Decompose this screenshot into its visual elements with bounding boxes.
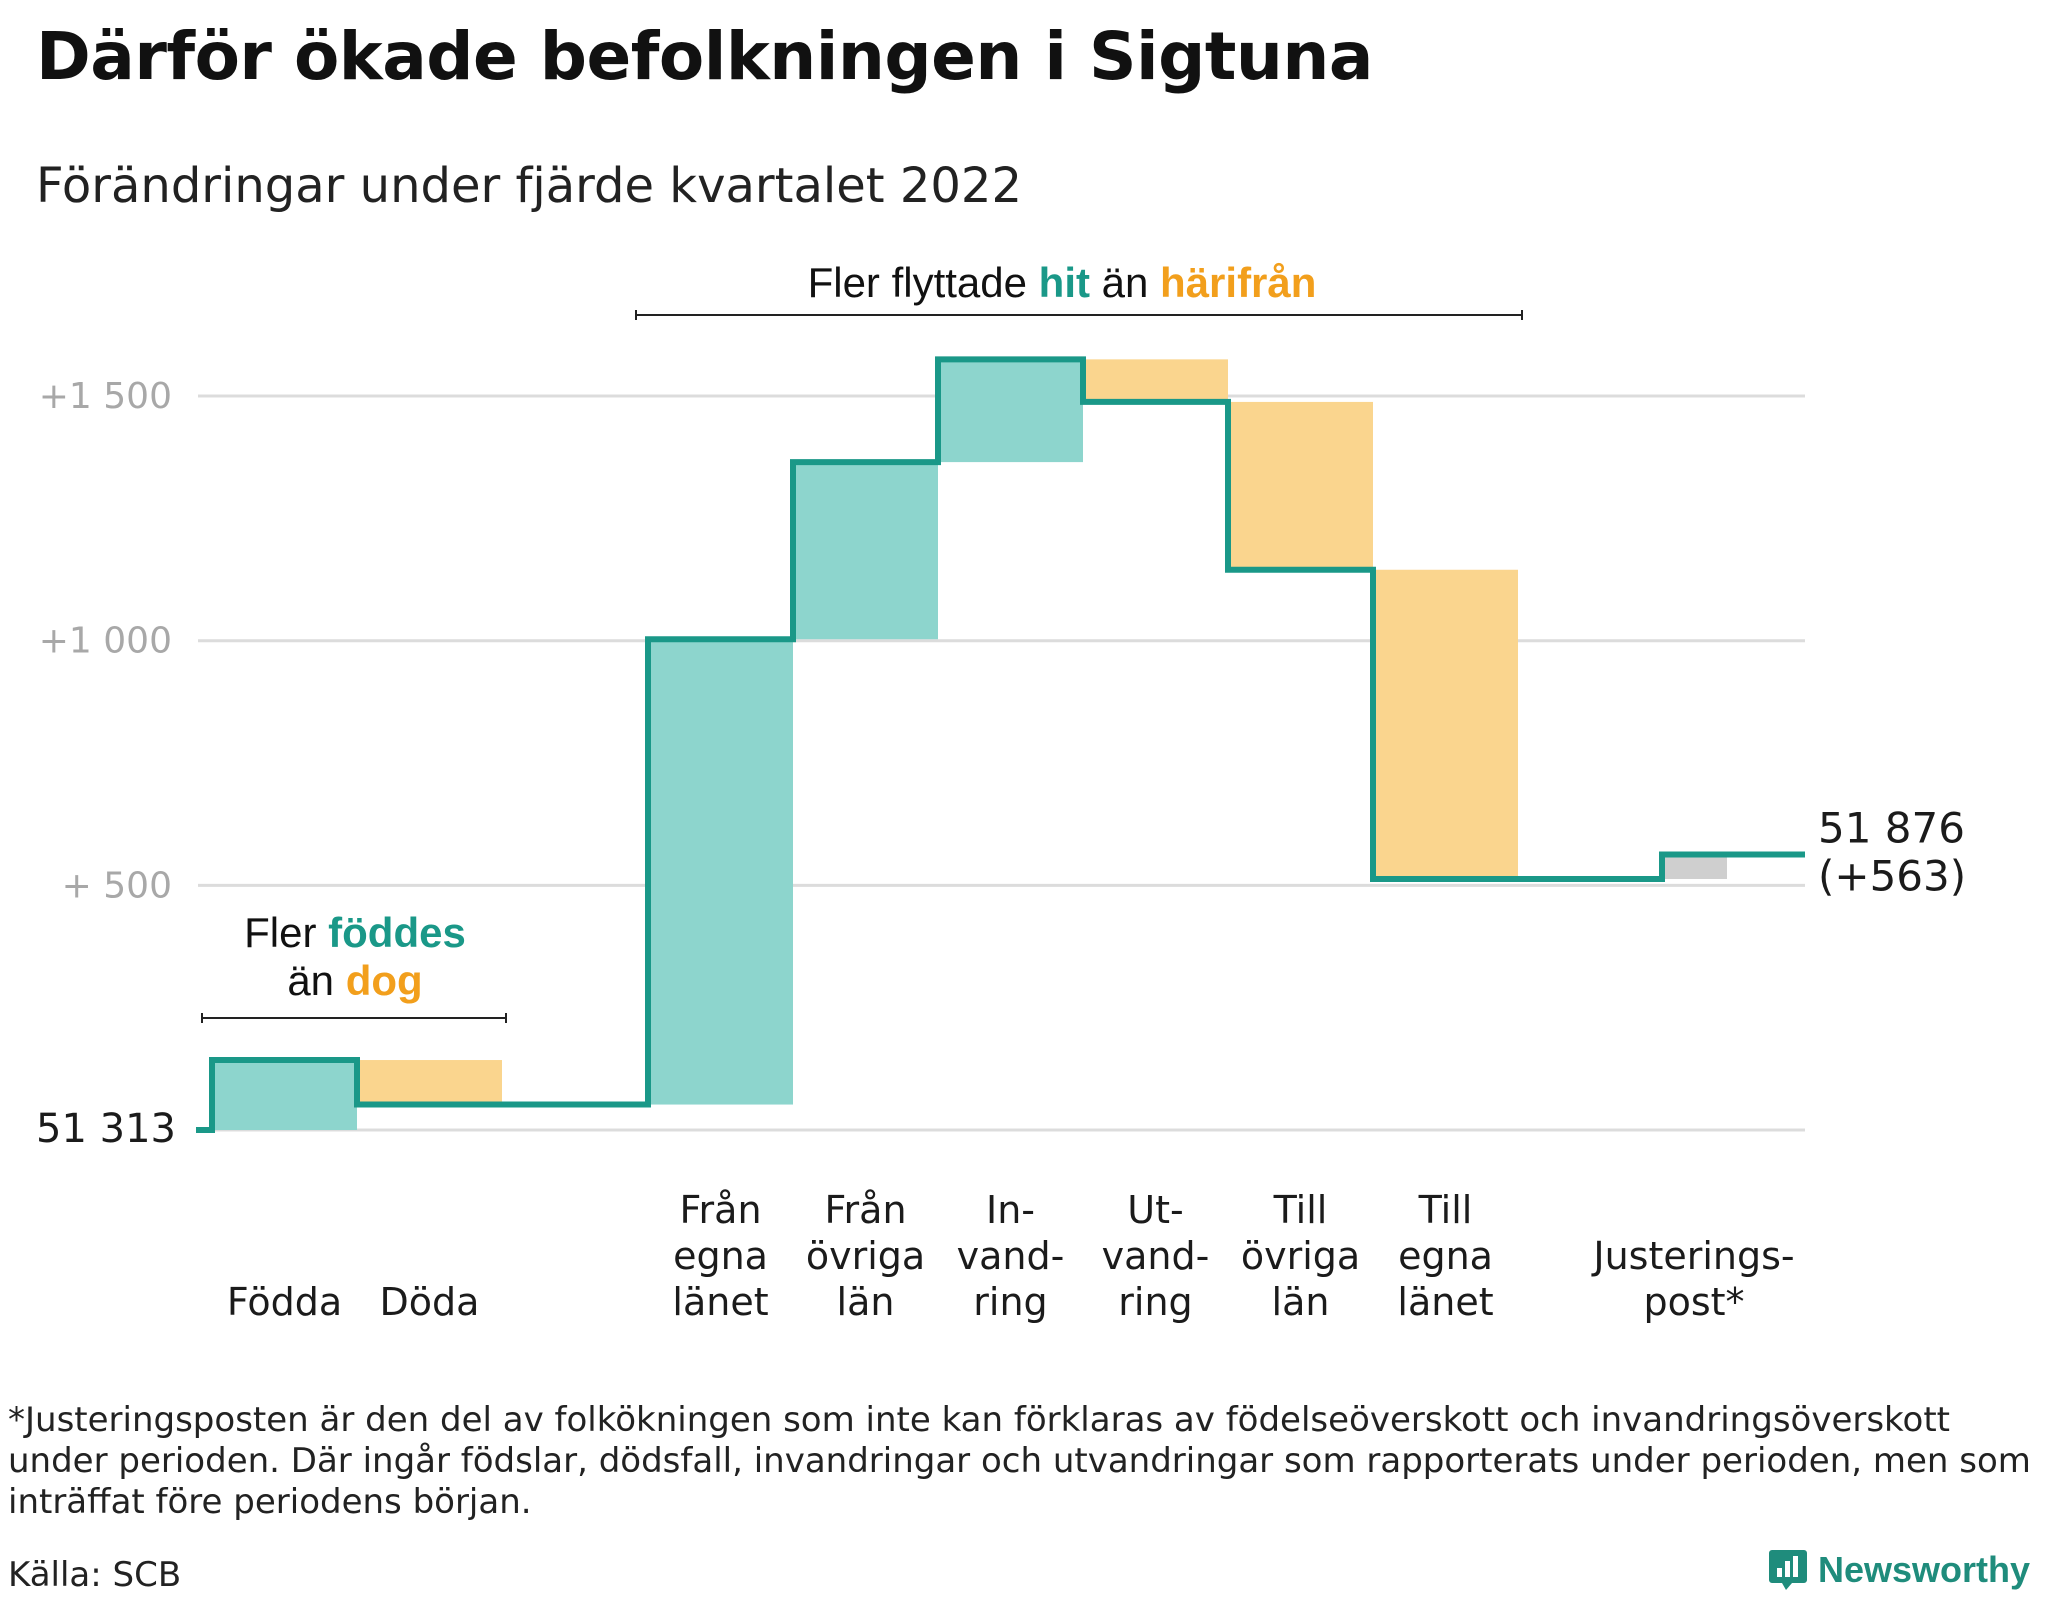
category-label: Döda	[380, 1280, 480, 1324]
category-label: vand-	[1102, 1234, 1210, 1278]
migration-annotation: Fler flyttade hit än härifrån	[808, 259, 1317, 306]
category-label: egna	[1398, 1234, 1493, 1278]
category-label: länet	[672, 1280, 768, 1324]
category-label: vand-	[957, 1234, 1065, 1278]
births-annotation-line2-part: än	[287, 957, 345, 1004]
chart-title: Därför ökade befolkningen i Sigtuna	[36, 18, 1373, 95]
bar	[1373, 569, 1518, 879]
births-annotation-line1-part: Fler	[244, 909, 328, 956]
category-label: egna	[673, 1234, 768, 1278]
chart-subtitle: Förändringar under fjärde kvartalet 2022	[36, 158, 1022, 214]
brand-logo[interactable]: Newsworthy	[1768, 1548, 2030, 1592]
newsworthy-icon	[1769, 1550, 1807, 1590]
annotations: Fler flyttade hit än härifrån Fler föddes…	[201, 259, 1523, 1023]
category-label: post*	[1643, 1280, 1744, 1324]
births-annotation-line2: än dog	[287, 957, 422, 1004]
bar	[1083, 359, 1228, 402]
migration-annotation-part: härifrån	[1160, 259, 1316, 306]
end-change-label: (+563)	[1818, 852, 1966, 901]
category-label: Födda	[227, 1280, 342, 1324]
footnote: *Justeringsposten är den del av folkökni…	[8, 1400, 2031, 1522]
category-label: Från	[679, 1188, 761, 1232]
category-label: In-	[986, 1188, 1035, 1232]
category-label: övriga	[1241, 1234, 1360, 1278]
category-label: ring	[973, 1280, 1047, 1324]
bar	[357, 1060, 502, 1105]
migration-annotation-part: Fler flyttade	[808, 259, 1039, 306]
step-line	[196, 356, 1805, 1133]
category-label: länet	[1397, 1280, 1493, 1324]
bars	[212, 359, 1727, 1130]
end-value-label: 51 876	[1818, 804, 1965, 853]
bar	[793, 462, 938, 640]
y-tick-label: +1 500	[39, 376, 172, 417]
bar	[938, 359, 1083, 463]
category-label: Till	[1273, 1188, 1328, 1232]
migration-annotation-part: än	[1090, 259, 1160, 306]
gridlines	[198, 394, 1805, 1132]
migration-annotation-part: hit	[1039, 259, 1090, 306]
births-annotation-line1-part: föddes	[328, 909, 466, 956]
bar	[648, 639, 793, 1105]
category-label: Till	[1418, 1188, 1473, 1232]
source-note: Källa: SCB	[8, 1555, 182, 1595]
bar	[1662, 854, 1727, 879]
category-label: län	[837, 1280, 895, 1324]
y-tick-label: +1 000	[39, 621, 172, 662]
category-label: övriga	[806, 1234, 925, 1278]
category-label: Från	[824, 1188, 906, 1232]
brand-name: Newsworthy	[1818, 1549, 2031, 1590]
bar	[1228, 401, 1373, 570]
births-annotation-line2-part: dog	[346, 957, 423, 1004]
bar	[212, 1060, 357, 1130]
births-annotation-line1: Fler föddes	[244, 909, 466, 956]
category-label: län	[1272, 1280, 1330, 1324]
category-label: ring	[1118, 1280, 1192, 1324]
category-label: Ut-	[1127, 1188, 1183, 1232]
category-label: Justerings-	[1591, 1234, 1794, 1278]
step-line-group	[196, 356, 1805, 1133]
start-value-label: 51 313	[36, 1106, 176, 1152]
y-tick-label: + 500	[62, 865, 172, 906]
